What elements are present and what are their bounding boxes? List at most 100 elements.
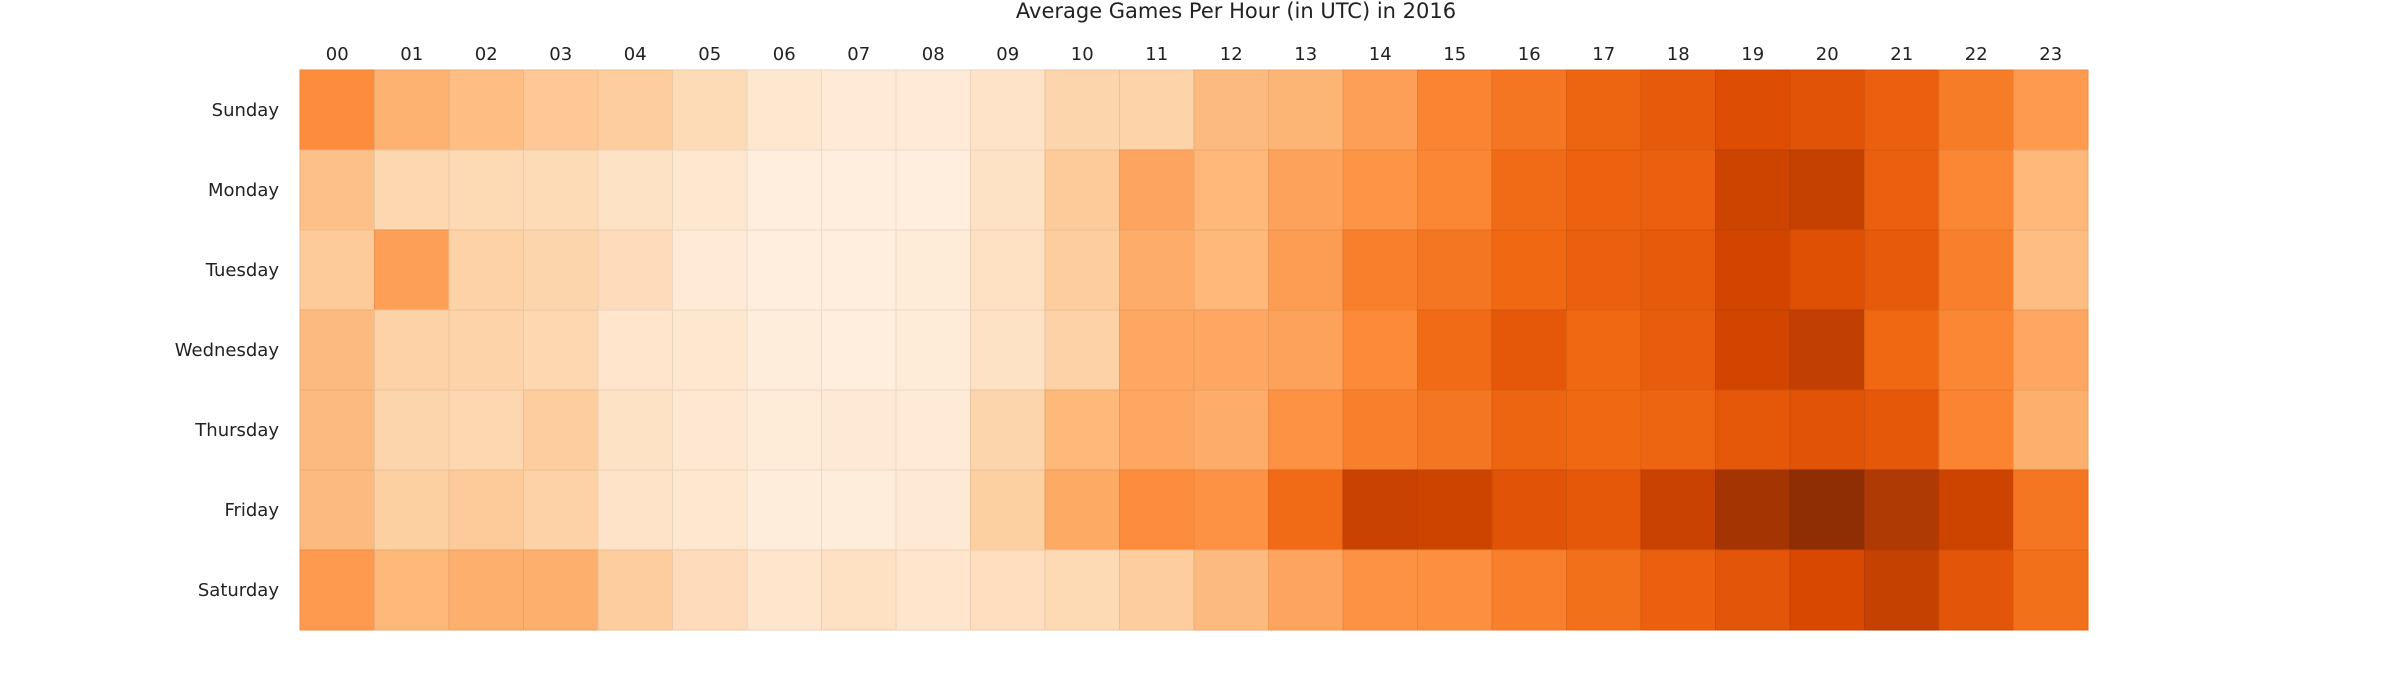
heatmap-cell-wednesday-11 [1119, 309, 1195, 391]
heatmap-cell-thursday-21 [1864, 389, 1940, 471]
heatmap-cell-thursday-07 [821, 389, 897, 471]
heatmap-cell-monday-07 [821, 149, 897, 231]
chart-title: Average Games Per Hour (in UTC) in 2016 [1016, 0, 1456, 23]
x-tick-label-23: 23 [2039, 44, 2062, 65]
heatmap-cell-tuesday-01 [374, 229, 450, 311]
heatmap-cell-friday-07 [821, 469, 897, 551]
heatmap-cell-tuesday-20 [1789, 229, 1865, 311]
heatmap-cell-thursday-06 [746, 389, 822, 471]
heatmap-cell-saturday-14 [1342, 549, 1418, 631]
heatmap-cell-friday-04 [597, 469, 673, 551]
x-tick-label-09: 09 [996, 44, 1019, 65]
heatmap-cell-friday-21 [1864, 469, 1940, 551]
heatmap-cell-friday-03 [523, 469, 599, 551]
heatmap-cell-wednesday-01 [374, 309, 450, 391]
heatmap-cell-friday-18 [1640, 469, 1716, 551]
heatmap-cell-thursday-18 [1640, 389, 1716, 471]
heatmap-cell-wednesday-16 [1491, 309, 1567, 391]
heatmap-cell-sunday-17 [1566, 69, 1642, 151]
heatmap-cell-tuesday-22 [1938, 229, 2014, 311]
heatmap-cell-monday-05 [672, 149, 748, 231]
heatmap-cell-monday-12 [1193, 149, 1269, 231]
heatmap-cell-thursday-08 [895, 389, 971, 471]
heatmap-cell-friday-14 [1342, 469, 1418, 551]
heatmap-cell-sunday-07 [821, 69, 897, 151]
heatmap-cell-wednesday-18 [1640, 309, 1716, 391]
heatmap-cell-saturday-00 [299, 549, 375, 631]
heatmap-cell-thursday-04 [597, 389, 673, 471]
heatmap-cell-wednesday-15 [1417, 309, 1493, 391]
heatmap-cell-friday-02 [448, 469, 524, 551]
heatmap-cell-sunday-13 [1268, 69, 1344, 151]
heatmap-cell-monday-04 [597, 149, 673, 231]
heatmap-cell-thursday-14 [1342, 389, 1418, 471]
heatmap-cell-friday-12 [1193, 469, 1269, 551]
heatmap-cell-monday-21 [1864, 149, 1940, 231]
heatmap-cell-wednesday-23 [2013, 309, 2089, 391]
x-tick-label-20: 20 [1816, 44, 1839, 65]
y-tick-label-friday: Friday [224, 500, 279, 521]
x-tick-label-08: 08 [922, 44, 945, 65]
heatmap-cell-wednesday-00 [299, 309, 375, 391]
heatmap-cell-wednesday-21 [1864, 309, 1940, 391]
heatmap-cell-tuesday-04 [597, 229, 673, 311]
heatmap-cell-wednesday-17 [1566, 309, 1642, 391]
heatmap-cell-thursday-11 [1119, 389, 1195, 471]
heatmap-cell-friday-23 [2013, 469, 2089, 551]
heatmap-cell-sunday-12 [1193, 69, 1269, 151]
heatmap-cell-monday-00 [299, 149, 375, 231]
heatmap-cell-wednesday-20 [1789, 309, 1865, 391]
heatmap-cell-friday-01 [374, 469, 450, 551]
heatmap-cell-thursday-12 [1193, 389, 1269, 471]
x-tick-label-10: 10 [1071, 44, 1094, 65]
heatmap-cell-wednesday-22 [1938, 309, 2014, 391]
heatmap-cell-sunday-09 [970, 69, 1046, 151]
heatmap-cell-sunday-05 [672, 69, 748, 151]
x-tick-label-16: 16 [1518, 44, 1541, 65]
heatmap-cell-monday-17 [1566, 149, 1642, 231]
heatmap-cell-saturday-11 [1119, 549, 1195, 631]
heatmap-cell-saturday-15 [1417, 549, 1493, 631]
heatmap-cell-sunday-08 [895, 69, 971, 151]
heatmap-cell-tuesday-08 [895, 229, 971, 311]
heatmap-cell-saturday-23 [2013, 549, 2089, 631]
heatmap-cell-tuesday-23 [2013, 229, 2089, 311]
heatmap-cells [299, 69, 2089, 631]
y-axis-ticks: Sunday Monday Tuesday Wednesday Thursday Frid… [175, 100, 280, 601]
heatmap-cell-friday-16 [1491, 469, 1567, 551]
heatmap-cell-monday-08 [895, 149, 971, 231]
x-tick-label-18: 18 [1667, 44, 1690, 65]
heatmap-cell-monday-06 [746, 149, 822, 231]
x-tick-label-00: 00 [326, 44, 349, 65]
heatmap-cell-tuesday-17 [1566, 229, 1642, 311]
x-tick-label-21: 21 [1890, 44, 1913, 65]
heatmap-cell-friday-20 [1789, 469, 1865, 551]
heatmap-cell-sunday-03 [523, 69, 599, 151]
heatmap-cell-wednesday-07 [821, 309, 897, 391]
heatmap-cell-wednesday-14 [1342, 309, 1418, 391]
heatmap-cell-saturday-07 [821, 549, 897, 631]
y-tick-label-thursday: Thursday [194, 420, 279, 441]
heatmap-cell-sunday-00 [299, 69, 375, 151]
heatmap-cell-saturday-08 [895, 549, 971, 631]
heatmap-cell-friday-22 [1938, 469, 2014, 551]
heatmap-cell-friday-00 [299, 469, 375, 551]
x-tick-label-11: 11 [1145, 44, 1168, 65]
heatmap-cell-thursday-23 [2013, 389, 2089, 471]
heatmap-cell-monday-22 [1938, 149, 2014, 231]
heatmap-cell-thursday-00 [299, 389, 375, 471]
heatmap-cell-thursday-10 [1044, 389, 1120, 471]
heatmap-cell-tuesday-21 [1864, 229, 1940, 311]
heatmap-cell-friday-10 [1044, 469, 1120, 551]
heatmap-cell-monday-03 [523, 149, 599, 231]
heatmap-cell-monday-10 [1044, 149, 1120, 231]
heatmap-cell-sunday-21 [1864, 69, 1940, 151]
heatmap-cell-monday-20 [1789, 149, 1865, 231]
x-tick-label-19: 19 [1741, 44, 1764, 65]
x-tick-label-04: 04 [624, 44, 647, 65]
heatmap-cell-thursday-19 [1715, 389, 1791, 471]
heatmap-cell-sunday-23 [2013, 69, 2089, 151]
x-tick-label-06: 06 [773, 44, 796, 65]
heatmap-cell-sunday-20 [1789, 69, 1865, 151]
heatmap-cell-friday-06 [746, 469, 822, 551]
